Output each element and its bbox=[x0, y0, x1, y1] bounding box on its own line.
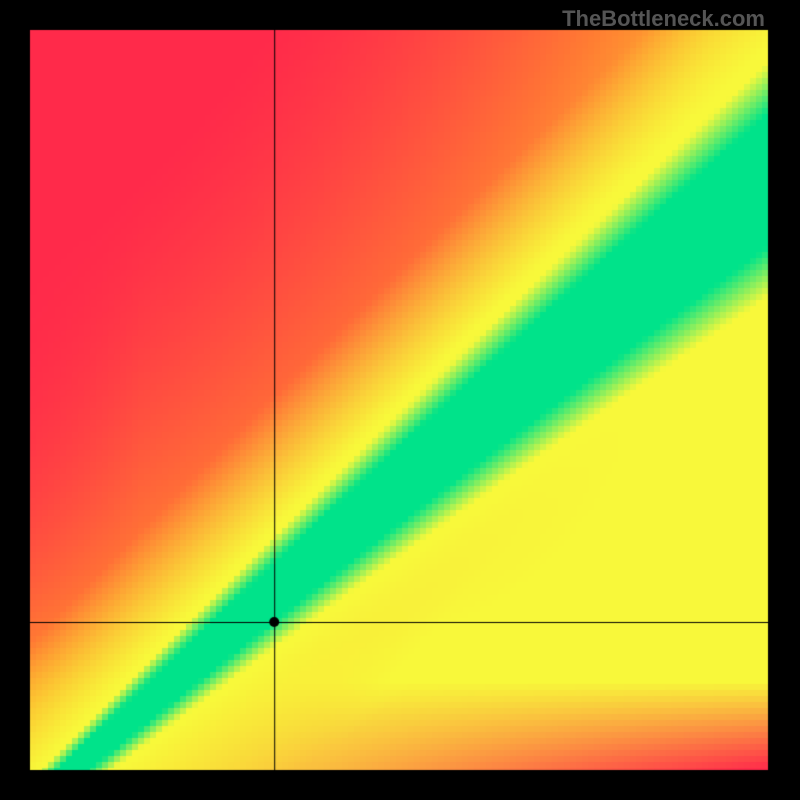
watermark-label: TheBottleneck.com bbox=[562, 6, 765, 32]
heatmap-canvas bbox=[0, 0, 800, 800]
bottleneck-heatmap: TheBottleneck.com bbox=[0, 0, 800, 800]
